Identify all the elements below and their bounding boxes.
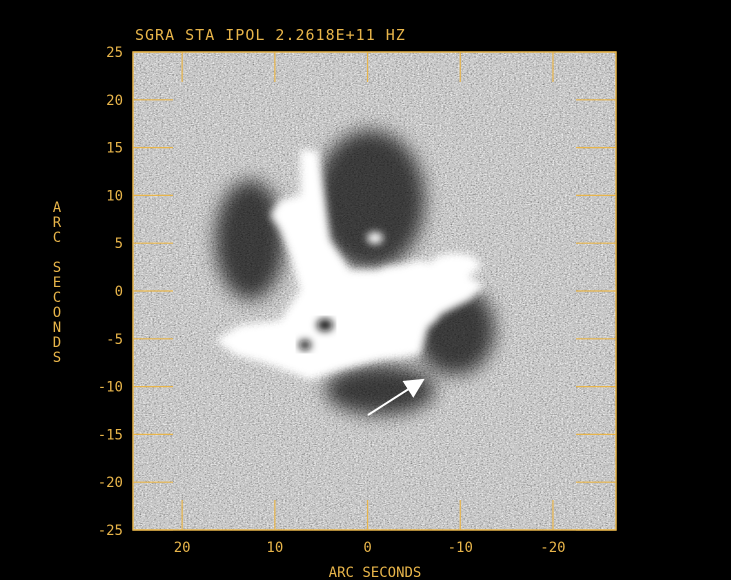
x-tick-label: -20 xyxy=(540,540,565,556)
y-tick-label: -15 xyxy=(98,427,123,443)
y-tick-label: -10 xyxy=(98,380,123,396)
y-tick-label: 5 xyxy=(115,236,123,252)
map-title: SGRA STA IPOL 2.2618E+11 HZ xyxy=(135,26,406,44)
x-tick-label: 20 xyxy=(174,540,191,556)
y-axis-label-letter: D xyxy=(53,335,61,351)
x-tick-label: 0 xyxy=(363,540,371,556)
y-axis-label-letter: R xyxy=(53,215,62,231)
y-tick-label: 10 xyxy=(106,188,123,204)
y-tick-label: 15 xyxy=(106,141,123,157)
y-axis-label-letter: E xyxy=(53,275,61,291)
radio-map-image xyxy=(133,52,616,530)
y-tick-label: -20 xyxy=(98,475,123,491)
y-axis-label-letter: A xyxy=(53,200,62,216)
y-axis-label-letter: N xyxy=(53,320,61,336)
x-tick-label: 10 xyxy=(266,540,283,556)
y-axis-label-letter: C xyxy=(53,230,61,246)
y-tick-label: -5 xyxy=(106,332,123,348)
x-tick-label: -10 xyxy=(448,540,473,556)
y-axis-label-letter: O xyxy=(53,305,61,321)
y-axis-label-letter: S xyxy=(53,350,61,366)
y-tick-label: 20 xyxy=(106,93,123,109)
y-tick-label: 0 xyxy=(115,284,123,300)
bright-emission xyxy=(215,150,485,380)
y-tick-label: 25 xyxy=(106,45,123,61)
x-axis-label: ARC SECONDS xyxy=(329,565,422,580)
y-axis-label-letter: S xyxy=(53,260,61,276)
arrow-annotation xyxy=(367,378,425,416)
tick-marks xyxy=(133,51,616,531)
y-tick-labels: 25 20 15 10 5 0 -5 -10 -15 -20 -25 xyxy=(98,45,123,539)
x-tick-labels: 20 10 0 -10 -20 xyxy=(174,540,566,556)
y-axis-label-letter: C xyxy=(53,290,61,306)
y-tick-label: -25 xyxy=(98,523,123,539)
